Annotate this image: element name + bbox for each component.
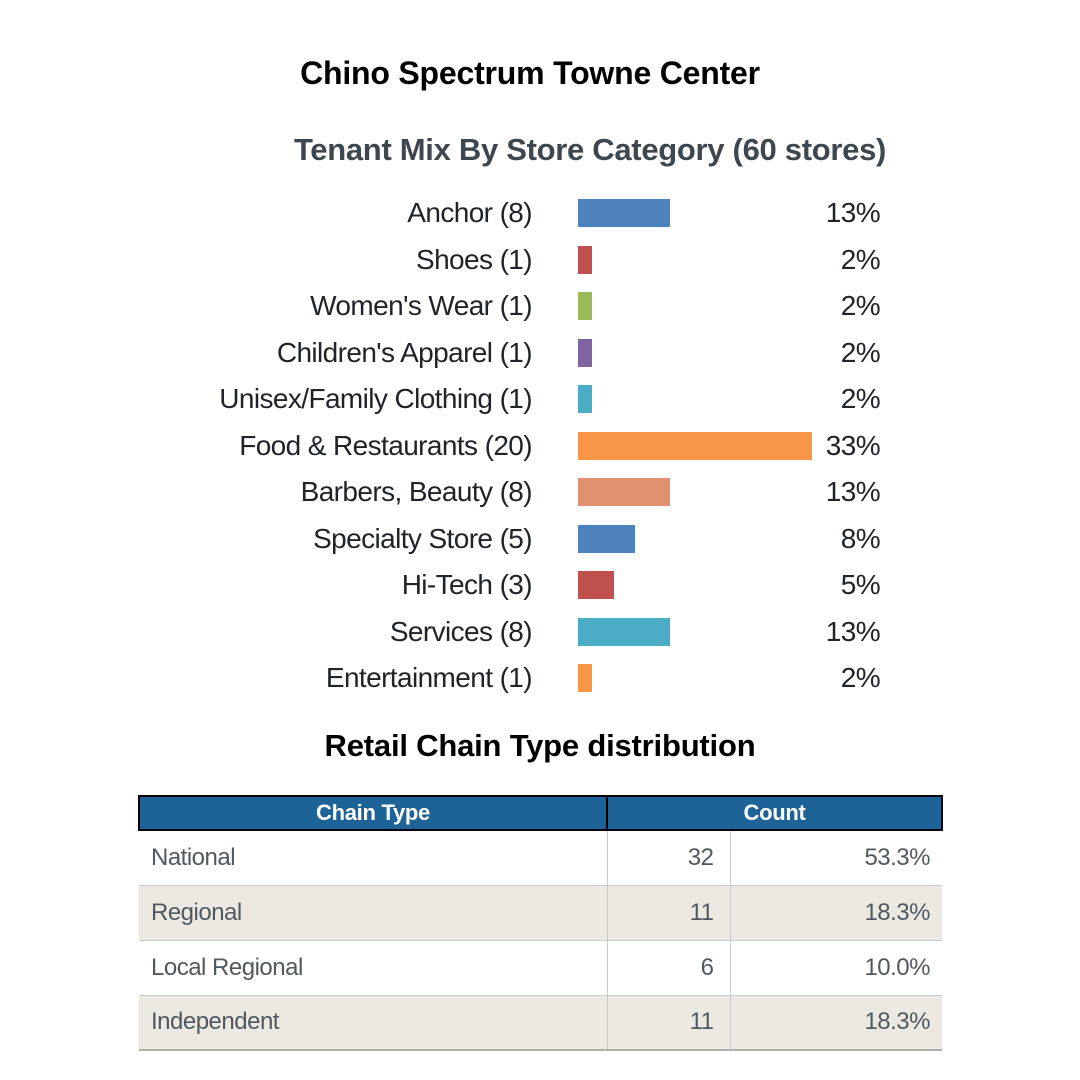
bar-category-label: Specialty Store (5)	[313, 522, 533, 554]
cell-count: 32	[606, 830, 730, 885]
bar	[578, 571, 614, 600]
bar-percent-label: 8%	[840, 522, 881, 554]
bar-row: Women's Wear (1) 2%	[150, 283, 880, 330]
table-row: Independent 11 18.3%	[139, 994, 942, 1051]
bar-percent-label: 13%	[825, 615, 881, 647]
bar-track	[532, 524, 818, 553]
bar-track	[532, 292, 818, 321]
bar-track	[532, 245, 818, 274]
table-body: National 32 53.3% Regional 11 18.3% Loca…	[139, 830, 942, 1051]
cell-percent: 53.3%	[729, 830, 942, 885]
bar-percent-label: 2%	[840, 243, 881, 275]
bar	[578, 245, 593, 274]
table-row: Regional 11 18.3%	[139, 884, 942, 940]
cell-chain-type: Local Regional	[139, 939, 607, 995]
bar-category-label: Food & Restaurants (20)	[239, 429, 532, 461]
cell-percent: 18.3%	[729, 994, 942, 1051]
bar-row: Specialty Store (5) 8%	[150, 516, 881, 563]
cell-chain-type: Independent	[139, 994, 607, 1051]
bar-percent-label: 2%	[840, 383, 881, 415]
bar-track	[532, 431, 818, 460]
bar-row: Entertainment (1) 2%	[150, 655, 881, 702]
bar-percent-label: 5%	[840, 569, 881, 601]
bar-category-label: Women's Wear (1)	[310, 290, 532, 322]
bar-category-label: Shoes (1)	[416, 243, 533, 275]
table-row: National 32 53.3%	[139, 830, 942, 885]
bar-percent-label: 33%	[825, 429, 881, 461]
page-title: Chino Spectrum Towne Center	[300, 55, 760, 91]
retail-chain-table: Chain Type Count National 32 53.3% Regio…	[138, 795, 943, 1051]
bar-row: Shoes (1) 2%	[150, 237, 881, 284]
bar-row: Unisex/Family Clothing (1) 2%	[150, 376, 880, 423]
retail-chain-table-container: Chain Type Count National 32 53.3% Regio…	[138, 795, 943, 1051]
table-header-count: Count	[606, 795, 943, 831]
bar-percent-label: 2%	[840, 662, 881, 694]
bar-row: Children's Apparel (1) 2%	[150, 330, 881, 377]
bar-track	[532, 664, 818, 693]
bar	[578, 431, 813, 460]
cell-count: 6	[606, 939, 730, 995]
tenant-mix-bar-chart: Anchor (8) 13% Shoes (1) 2% Women's Wear…	[150, 190, 880, 702]
bar-track	[532, 385, 818, 414]
bar-category-label: Services (8)	[389, 615, 533, 647]
cell-percent: 10.0%	[729, 939, 942, 995]
tenant-mix-chart-title: Tenant Mix By Store Category (60 stores)	[293, 132, 887, 167]
bar-category-label: Children's Apparel (1)	[276, 336, 533, 368]
retail-chain-table-title: Retail Chain Type distribution	[324, 728, 756, 763]
bar-category-label: Unisex/Family Clothing (1)	[219, 383, 532, 415]
bar-track	[532, 571, 818, 600]
bar	[578, 524, 635, 553]
cell-percent: 18.3%	[729, 884, 942, 940]
bar	[578, 385, 593, 414]
bar-track	[532, 338, 818, 367]
cell-count: 11	[606, 884, 730, 940]
bar	[578, 478, 671, 507]
bar-percent-label: 13%	[825, 476, 881, 508]
bar	[578, 292, 593, 321]
bar	[578, 617, 671, 646]
bar-row: Services (8) 13%	[150, 609, 881, 656]
cell-count: 11	[606, 994, 730, 1051]
bar-category-label: Barbers, Beauty (8)	[300, 476, 533, 508]
bar-track	[532, 199, 818, 228]
cell-chain-type: National	[139, 830, 607, 885]
bar-category-label: Hi-Tech (3)	[401, 569, 533, 601]
table-header-chain-type: Chain Type	[138, 795, 608, 831]
bar-track	[532, 478, 818, 507]
bar-percent-label: 13%	[825, 197, 881, 229]
cell-chain-type: Regional	[139, 884, 607, 940]
bar-percent-label: 2%	[840, 336, 881, 368]
bar-category-label: Entertainment (1)	[325, 662, 533, 694]
bar-row: Food & Restaurants (20) 33%	[150, 423, 880, 470]
bar-percent-label: 2%	[840, 290, 881, 322]
bar-category-label: Anchor (8)	[407, 197, 532, 229]
bar-row: Hi-Tech (3) 5%	[150, 562, 881, 609]
table-row: Local Regional 6 10.0%	[139, 939, 942, 995]
table-header-row: Chain Type Count	[138, 795, 943, 831]
bar-row: Anchor (8) 13%	[150, 190, 880, 237]
bar-track	[532, 617, 818, 646]
bar-row: Barbers, Beauty (8) 13%	[150, 469, 881, 516]
bar	[578, 664, 593, 693]
bar	[578, 199, 671, 228]
bar	[578, 338, 593, 367]
